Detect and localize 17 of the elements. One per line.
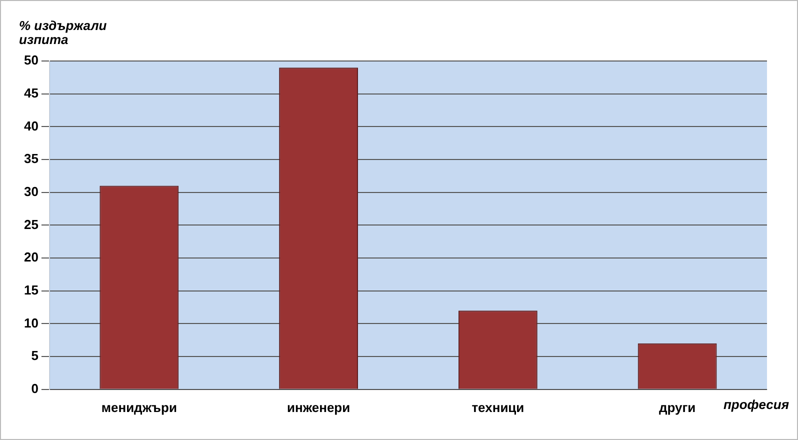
y-tick-label: 35: [24, 151, 38, 166]
y-tick-label: 15: [24, 282, 38, 298]
y-axis-title: % издържали изпита: [19, 18, 108, 47]
y-tick-label: 40: [24, 118, 38, 134]
x-tick-label: техници: [472, 400, 524, 415]
x-tick-label: мениджъри: [101, 400, 177, 415]
x-tick-label: други: [658, 400, 696, 415]
y-tick-label: 5: [31, 348, 38, 364]
y-tick-label: 25: [24, 216, 38, 232]
y-tick-label: 20: [24, 250, 38, 265]
x-axis-title: професия: [723, 397, 789, 412]
x-tick-label: инженери: [286, 400, 350, 415]
y-tick-label: 45: [24, 85, 38, 100]
y-tick-label: 10: [24, 315, 38, 330]
y-tick-label: 50: [24, 52, 38, 68]
y-tick-label: 0: [31, 380, 38, 396]
y-tick-label: 30: [24, 184, 38, 199]
